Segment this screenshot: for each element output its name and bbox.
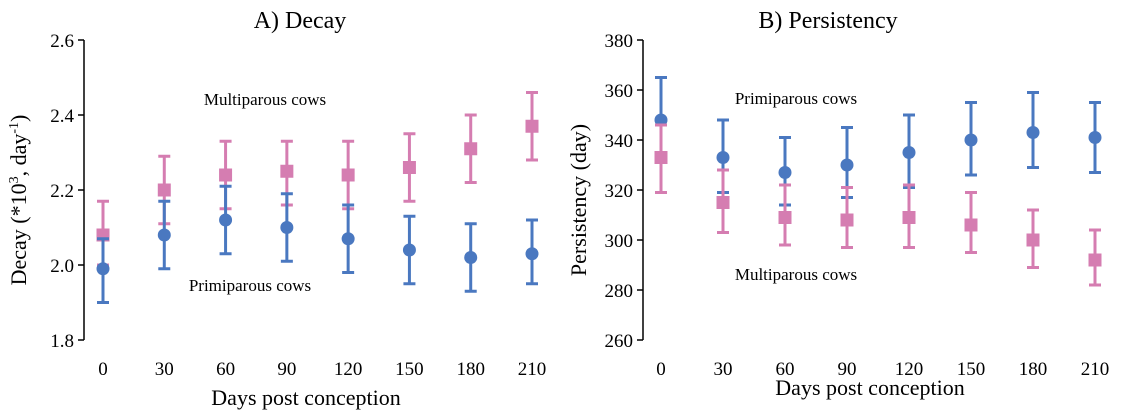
data-point [1088,131,1102,144]
panel-b-title: B) Persistency [758,8,897,34]
y-tick-label: 340 [605,131,634,152]
annotation-multiparous-cows: Multiparous cows [204,90,326,109]
y-tick-label: 2.4 [50,106,74,127]
x-tick-label: 150 [957,359,986,380]
y-tick-label: 320 [605,181,634,202]
panel-a-decay: A) Decay Decay (*103, day-1) Days post c… [6,8,546,410]
panel-b-plot-area: 260 280 300 320 340 360 380 0 30 60 90 120 150 180 210 [605,31,1110,380]
data-point [964,133,978,147]
annotation-primiparous-cows: Primiparous cows [189,276,311,295]
annotation-primiparous-cows: Primiparous cows [735,89,857,108]
data-point [716,196,730,209]
data-point [840,213,854,227]
y-tick-label: 280 [605,281,634,302]
y-tick-label: 300 [605,231,634,252]
data-point [778,211,792,224]
y-tick-label: 380 [605,31,634,52]
annotation-multiparous-cows: Multiparous cows [735,265,857,284]
panel-a-x-axis-label: Days post conception [211,385,400,410]
data-point [219,168,233,182]
y-label-superscript: -1 [7,122,22,134]
y-label-part: ) [6,115,31,122]
x-tick-label: 210 [1081,359,1110,380]
data-point [525,247,539,261]
y-tick-label: 2.6 [50,31,74,52]
data-point [464,142,478,156]
data-point [341,168,355,182]
data-point [96,262,110,276]
panel-a-plot-area: 1.8 2.0 2.2 2.4 2.6 0 30 60 90 120 150 180 210 [50,31,546,380]
x-tick-label: 180 [1019,359,1048,380]
data-point [219,213,233,227]
x-tick-label: 60 [776,359,795,380]
data-point [280,221,294,234]
data-point [402,243,416,257]
data-point [716,151,730,164]
data-point [280,164,294,178]
series-multiparous-cows [654,123,1102,287]
y-label-superscript: 3 [7,176,22,183]
data-point [964,218,978,232]
data-point [654,151,668,164]
data-point [902,146,916,159]
data-point [341,232,355,246]
x-tick-label: 210 [518,359,547,380]
data-point [157,228,171,242]
x-tick-label: 90 [277,359,296,380]
data-point [157,183,171,197]
x-tick-label: 0 [656,359,666,380]
x-tick-label: 180 [456,359,485,380]
x-tick-label: 150 [395,359,424,380]
data-point [525,119,539,133]
y-tick-label: 1.8 [50,331,74,352]
data-point [1026,233,1040,247]
data-point [402,161,416,174]
panel-b-persistency: B) Persistency Persistency (day) Days po… [566,8,1109,400]
data-point [902,211,916,224]
series-primiparous-cows [96,184,539,304]
series-primiparous-cows [654,76,1102,207]
x-tick-label: 60 [216,359,235,380]
panel-b-x-axis-label: Days post conception [775,375,964,400]
x-tick-label: 120 [334,359,363,380]
x-tick-label: 30 [155,359,174,380]
y-label-part: Decay (*10 [6,183,31,285]
data-point [1088,253,1102,267]
x-tick-label: 0 [98,359,108,380]
x-tick-label: 30 [714,359,733,380]
y-tick-label: 2.2 [50,181,74,202]
y-tick-label: 260 [605,331,634,352]
series-multiparous-cows [96,91,539,267]
data-point [840,158,854,172]
data-point [654,113,668,127]
data-point [464,251,478,264]
y-label-part: , day [6,134,31,177]
panel-b-y-axis-label: Persistency (day) [566,124,591,276]
data-point [778,166,792,179]
x-tick-label: 90 [838,359,857,380]
x-tick-label: 120 [895,359,924,380]
y-tick-label: 2.0 [50,256,74,277]
y-tick-label: 360 [605,81,634,102]
data-point [1026,126,1040,139]
panel-a-y-axis-label: Decay (*103, day-1) [6,115,31,286]
panel-a-title: A) Decay [254,8,347,34]
